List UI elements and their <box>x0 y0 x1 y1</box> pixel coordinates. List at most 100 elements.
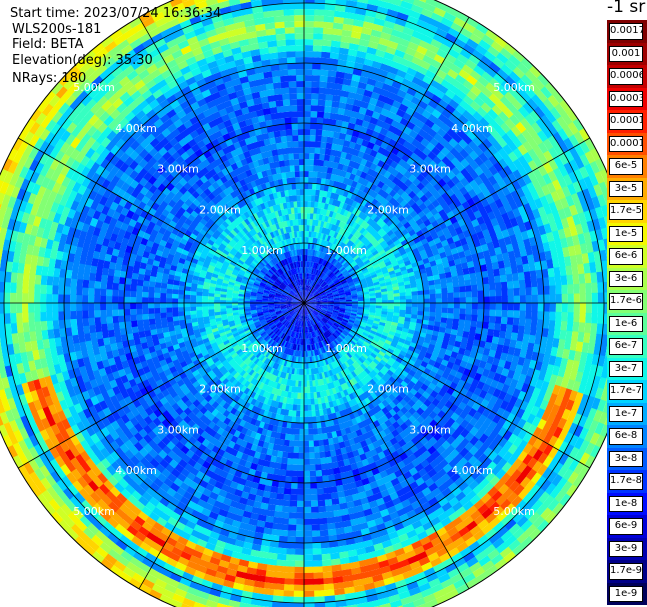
heatmap-cell <box>308 294 313 299</box>
heatmap-cell <box>266 262 272 269</box>
heatmap-cell <box>278 345 283 352</box>
heatmap-cell <box>280 346 285 353</box>
heatmap-cell <box>361 369 369 377</box>
heatmap-cell <box>307 422 313 429</box>
heatmap-cell <box>315 305 322 307</box>
heatmap-cell <box>327 263 333 270</box>
heatmap-cell <box>341 331 348 337</box>
heatmap-cell <box>280 297 287 300</box>
heatmap-cell <box>356 270 363 275</box>
heatmap-cell <box>272 273 279 279</box>
heatmap-cell <box>196 306 203 311</box>
heatmap-cell <box>356 329 364 335</box>
heatmap-cell <box>302 285 304 292</box>
heatmap-cell <box>281 346 286 354</box>
heatmap-cell <box>291 311 297 317</box>
heatmap-cell <box>285 287 291 292</box>
heatmap-cell <box>308 306 314 311</box>
heatmap-cell <box>379 337 387 343</box>
heatmap-cell <box>311 318 316 325</box>
heatmap-cell <box>245 331 252 336</box>
heatmap-cell <box>301 261 303 268</box>
heatmap-cell <box>378 324 385 330</box>
heatmap-cell <box>307 267 310 274</box>
heatmap-cell <box>306 285 308 292</box>
heatmap-cell <box>218 271 226 277</box>
heatmap-cell <box>307 428 314 435</box>
heatmap-cell <box>297 267 300 274</box>
heatmap-cell <box>372 222 380 230</box>
heatmap-cell <box>302 321 304 327</box>
heatmap-cell <box>323 396 329 403</box>
heatmap-cell <box>285 245 290 252</box>
heatmap-cell <box>387 290 394 295</box>
heatmap-cell <box>316 315 322 320</box>
heatmap-cell <box>275 292 282 296</box>
heatmap-cell <box>262 277 269 282</box>
heatmap-cell <box>316 354 321 362</box>
heatmap-cell <box>304 213 308 220</box>
heatmap-cell <box>256 239 262 247</box>
heatmap-cell <box>295 243 299 250</box>
heatmap-cell <box>290 275 295 282</box>
heatmap-cell <box>292 288 297 294</box>
heatmap-cell <box>148 296 155 303</box>
heatmap-cell <box>219 269 227 275</box>
heatmap-cell <box>345 344 352 351</box>
heatmap-cell <box>265 317 272 322</box>
heatmap-cell <box>345 264 352 270</box>
heatmap-cell <box>345 310 352 314</box>
heatmap-cell <box>256 374 262 381</box>
heatmap-cell <box>332 347 338 354</box>
heatmap-cell <box>318 257 323 265</box>
heatmap-cell <box>220 310 227 315</box>
heatmap-cell <box>306 308 310 314</box>
heatmap-cell <box>349 317 356 322</box>
heatmap-cell <box>252 234 259 242</box>
heatmap-cell <box>304 243 307 249</box>
heatmap-cell <box>236 251 243 258</box>
heatmap-cell <box>327 294 334 298</box>
heatmap-cell <box>363 305 370 308</box>
heatmap-cell <box>243 357 250 364</box>
heatmap-cell <box>244 349 251 356</box>
heatmap-cell <box>312 268 316 275</box>
heatmap-cell <box>304 171 310 178</box>
heatmap-cell <box>375 303 382 306</box>
heatmap-cell <box>282 327 288 333</box>
heatmap-cell <box>384 363 392 370</box>
heatmap-cell <box>282 291 289 296</box>
heatmap-cell <box>262 305 269 308</box>
heatmap-cell <box>348 386 355 394</box>
heatmap-cell <box>366 365 374 373</box>
heatmap-cell <box>315 299 322 301</box>
heatmap-cell <box>319 310 326 315</box>
heatmap-cell <box>378 339 385 346</box>
heatmap-cell <box>343 216 350 224</box>
heatmap-cell <box>293 147 300 154</box>
heatmap-cell <box>290 311 296 316</box>
heatmap-cell <box>298 279 301 286</box>
heatmap-cell <box>257 291 264 295</box>
heatmap-cell <box>263 289 270 294</box>
heatmap-cell <box>365 323 373 328</box>
heatmap-cell <box>339 306 346 309</box>
heatmap-cell <box>293 312 298 319</box>
heatmap-cell <box>160 312 167 319</box>
heatmap-cell <box>372 322 379 328</box>
heatmap-cell <box>292 398 298 405</box>
heatmap-cell <box>244 225 252 233</box>
heatmap-cell <box>259 354 266 362</box>
heatmap-cell <box>312 343 316 350</box>
heatmap-cell <box>268 239 274 246</box>
heatmap-cell <box>273 342 279 349</box>
heatmap-cell <box>239 343 246 349</box>
heatmap-cell <box>337 365 343 372</box>
heatmap-cell <box>268 269 274 275</box>
heatmap-cell <box>279 284 286 289</box>
heatmap-cell <box>321 304 328 306</box>
heatmap-cell <box>286 299 293 301</box>
heatmap-cell <box>297 458 304 465</box>
heatmap-cell <box>241 335 248 342</box>
heatmap-cell <box>310 249 314 256</box>
